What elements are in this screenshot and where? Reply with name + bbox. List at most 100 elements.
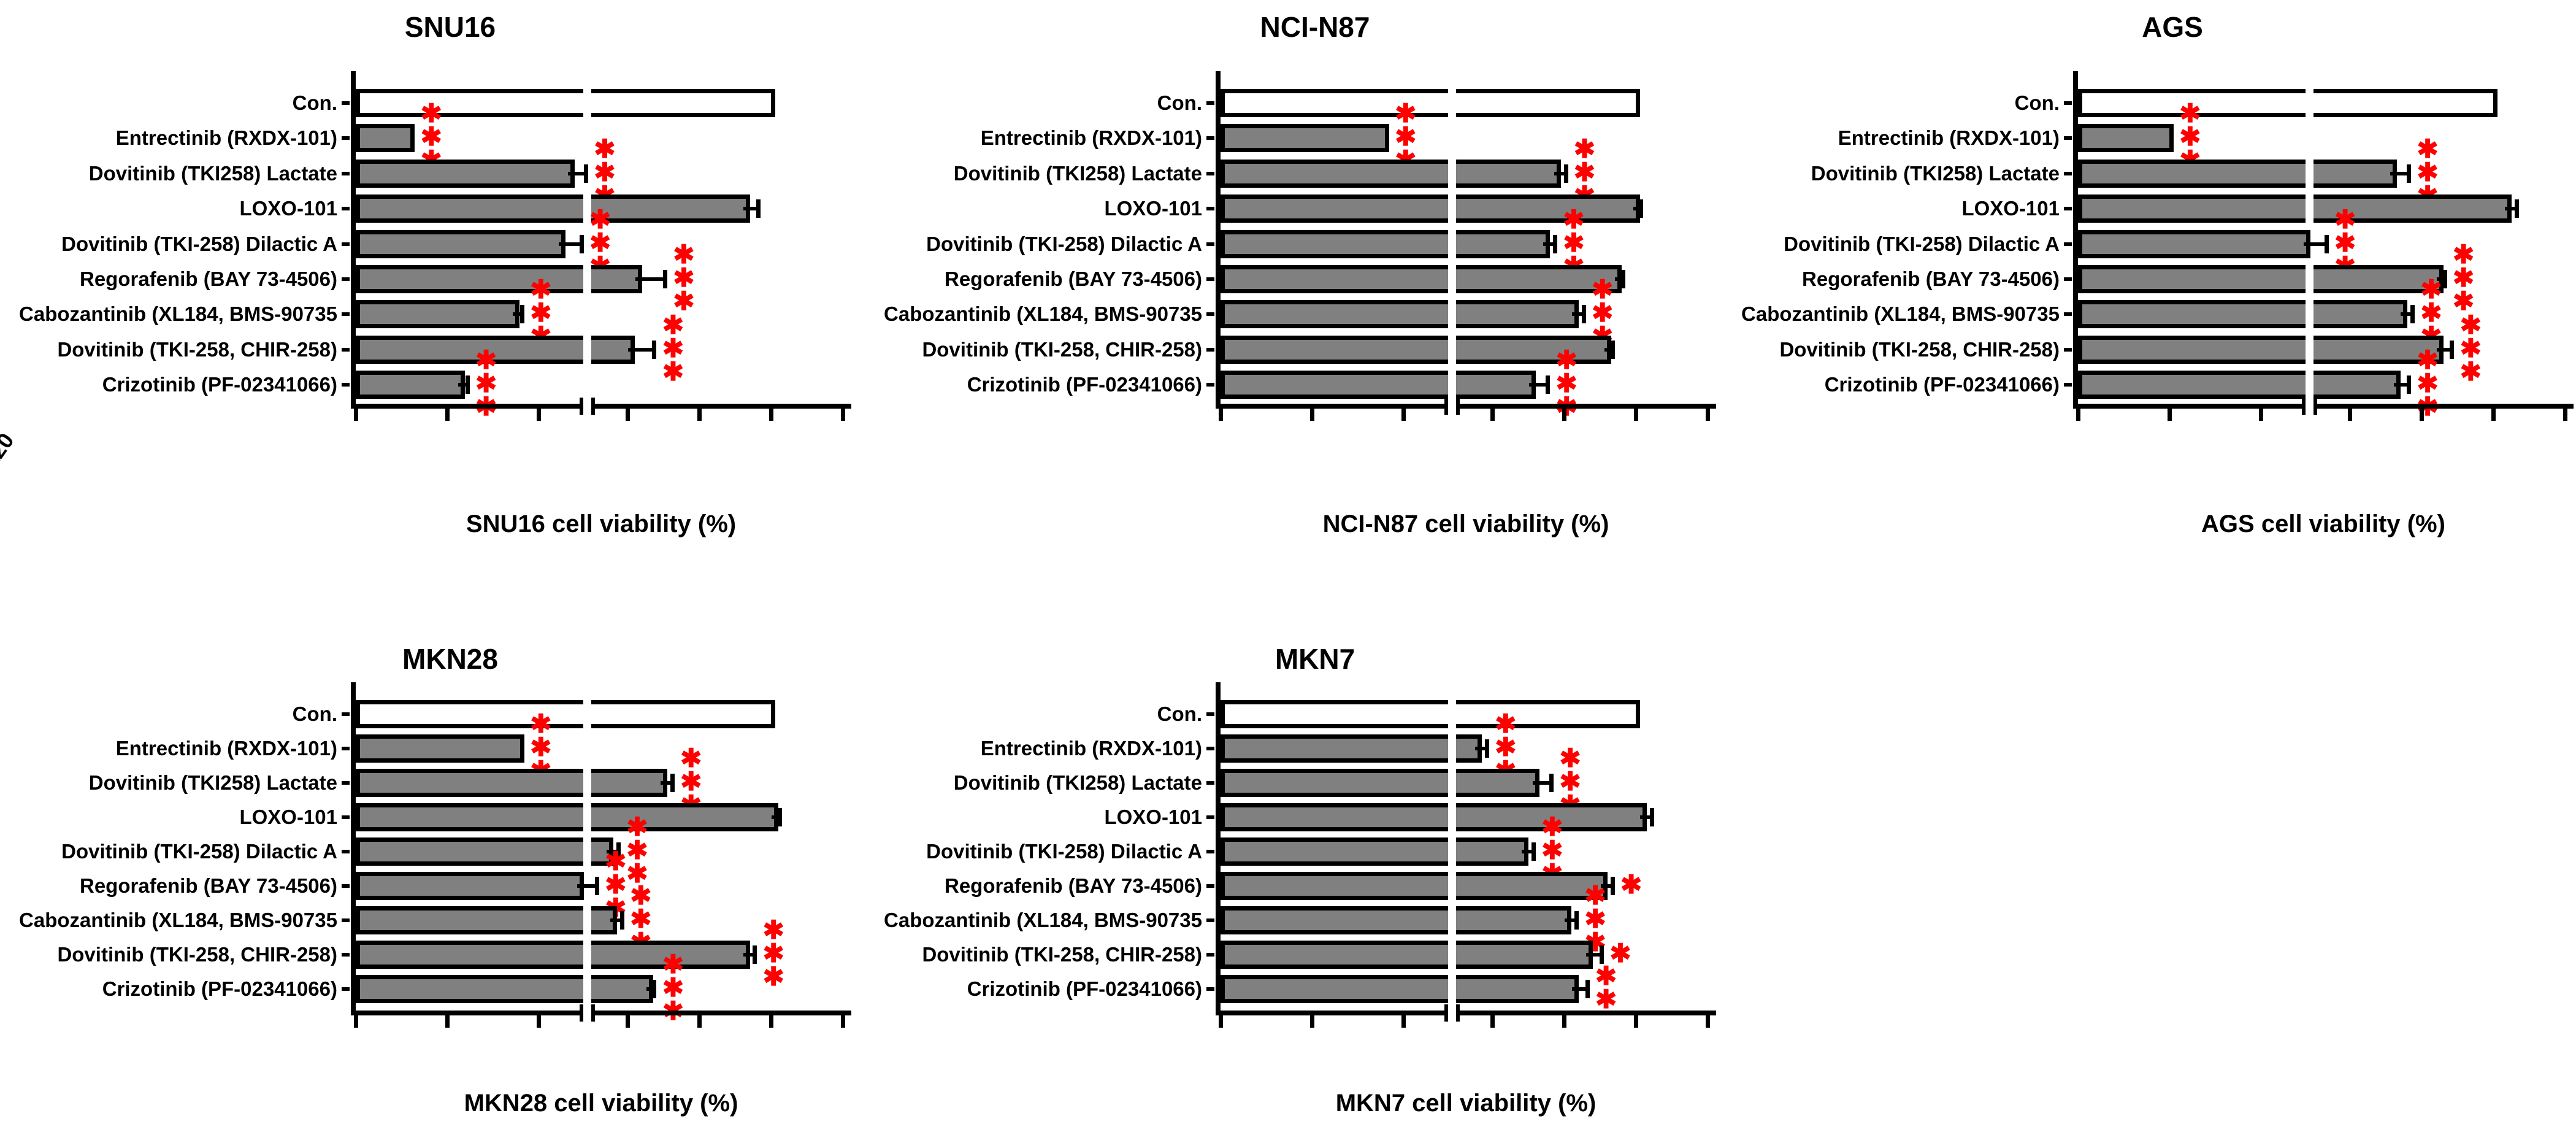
x-axis-segment-right xyxy=(1456,1011,1716,1015)
category-label: Dovitinib (TKI-258) Dilactic A xyxy=(926,232,1202,255)
chart-title: MKN7 xyxy=(1275,643,1355,675)
bar xyxy=(2078,229,2310,258)
category-tick-mark xyxy=(1206,815,1214,819)
star-icon: ✱ xyxy=(2459,310,2482,339)
error-bar-cap xyxy=(2442,270,2447,288)
star-icon: ✱ xyxy=(420,122,442,152)
x-axis-segment-left xyxy=(1216,404,1448,409)
x-tick-mark xyxy=(1309,409,1314,421)
category-label: Dovitinib (TKI-258, CHIR-258) xyxy=(922,943,1202,966)
category-label: Dovitinib (TKI-258, CHIR-258) xyxy=(1779,337,2060,361)
star-icon: ✱ xyxy=(475,345,497,375)
x-tick-mark xyxy=(1705,409,1710,421)
x-axis-segment-left xyxy=(2073,404,2306,409)
star-icon: ✱ xyxy=(626,859,648,888)
x-tick-mark xyxy=(445,409,450,421)
category-tick-mark xyxy=(1206,884,1214,888)
category-label: Regorafenib (BAY 73-4506) xyxy=(80,268,337,290)
star-icon: ✱ xyxy=(626,812,648,841)
error-bar-cap xyxy=(519,305,524,324)
category-label: Con. xyxy=(292,91,337,114)
x-tick-label: 120 xyxy=(0,428,20,473)
bar xyxy=(356,265,643,293)
error-bar-cap xyxy=(1600,945,1604,964)
error-bar-line xyxy=(646,987,655,991)
star-icon: ✱ xyxy=(475,369,497,398)
category-tick-mark xyxy=(2064,312,2072,317)
error-bar-line xyxy=(1475,747,1487,750)
x-axis-label: MKN7 cell viability (%) xyxy=(1335,1090,1597,1117)
x-tick-mark xyxy=(2076,409,2080,421)
category-label: Cabozantinib (XL184, BMS-90735 xyxy=(1741,302,2060,326)
x-tick-mark xyxy=(536,409,541,421)
axis-break-bar-gap xyxy=(583,904,591,936)
axis-break-bar-gap xyxy=(583,193,591,225)
axis-break-mark-right xyxy=(2313,398,2317,415)
axis-break-bar-gap xyxy=(2306,263,2313,295)
axis-break-bar-gap xyxy=(583,939,591,971)
category-tick-mark xyxy=(342,136,350,141)
error-bar-line xyxy=(558,242,582,246)
category-label: Dovitinib (TKI-258, CHIR-258) xyxy=(922,337,1202,361)
error-bar-cap xyxy=(652,340,657,359)
bar-control xyxy=(1221,700,1640,728)
bar xyxy=(1221,734,1482,763)
category-tick-mark xyxy=(342,312,350,317)
category-tick-mark xyxy=(1206,383,1214,387)
category-label: Dovitinib (TKI-258) Dilactic A xyxy=(926,840,1202,863)
axis-break-bar-gap xyxy=(1448,870,1456,902)
axis-break-bar-gap xyxy=(583,801,591,833)
bar xyxy=(1221,769,1539,797)
x-tick-mark xyxy=(1490,1015,1495,1028)
y-axis xyxy=(351,682,356,1014)
axis-break-bar-gap xyxy=(2306,87,2313,119)
category-tick-mark xyxy=(1206,850,1214,853)
category-label: Dovitinib (TKI258) Lactate xyxy=(953,161,1202,185)
bar xyxy=(2078,371,2401,399)
category-tick-mark xyxy=(342,383,350,387)
x-tick-mark xyxy=(1633,1015,1638,1028)
significance-stars: ✱✱✱ xyxy=(2458,310,2483,384)
category-label: Dovitinib (TKI258) Lactate xyxy=(88,161,337,185)
star-icon: ✱ xyxy=(1559,744,1581,772)
error-bar-line xyxy=(635,277,665,281)
error-bar-cap xyxy=(670,774,675,792)
axis-break-bar-gap xyxy=(583,836,591,868)
axis-break-bar-gap xyxy=(583,333,591,366)
error-bar-cap xyxy=(616,842,621,861)
error-bar-line xyxy=(2436,277,2445,281)
x-tick-mark xyxy=(769,409,773,421)
axis-break-bar-gap xyxy=(2306,333,2313,366)
significance-stars: ✱✱✱ xyxy=(1583,883,1608,955)
star-icon: ✱ xyxy=(2417,345,2439,375)
star-icon: ✱ xyxy=(594,157,616,187)
category-tick-mark xyxy=(342,884,350,888)
bar xyxy=(356,837,614,866)
error-bar-cap xyxy=(465,375,470,395)
bar-control xyxy=(1221,89,1640,117)
star-icon: ✱ xyxy=(673,240,695,269)
category-label: Entrectinib (RXDX-101) xyxy=(1838,126,2060,150)
category-tick-mark xyxy=(1206,312,1214,317)
x-tick-mark xyxy=(1401,1015,1406,1028)
x-tick-mark xyxy=(840,409,845,421)
axis-break-bar-gap xyxy=(1448,801,1456,833)
error-bar-line xyxy=(607,850,619,853)
axis-break-bar-gap xyxy=(583,767,591,799)
bar xyxy=(1221,194,1640,223)
category-label: Dovitinib (TKI-258) Dilactic A xyxy=(61,232,337,255)
x-axis-segment-right xyxy=(2313,404,2574,409)
axis-break-mark-left xyxy=(1444,398,1448,415)
x-tick-mark xyxy=(354,1015,358,1028)
category-tick-mark xyxy=(2064,347,2072,352)
star-icon: ✱ xyxy=(680,767,702,796)
bar xyxy=(1221,265,1622,293)
axis-break-bar-gap xyxy=(583,698,591,730)
error-bar-cap xyxy=(579,234,584,253)
x-tick-mark xyxy=(1490,409,1495,421)
bar xyxy=(1221,371,1536,399)
x-tick-mark xyxy=(2419,409,2424,421)
x-axis-label: MKN28 cell viability (%) xyxy=(464,1090,738,1117)
axis-break-bar-gap xyxy=(1448,193,1456,225)
category-label: Crizotinib (PF-02341066) xyxy=(102,373,337,396)
